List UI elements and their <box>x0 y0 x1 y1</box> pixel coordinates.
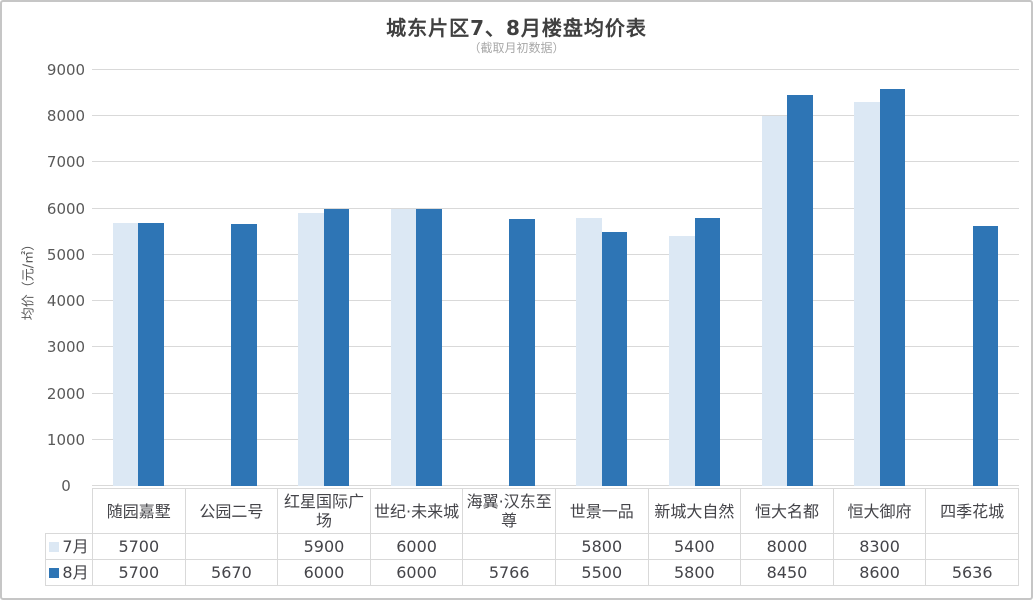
data-table: 随园嘉墅 公园二号 红星国际广场 世纪·未来城 海翼·汉东至尊 世景一品 新城大自然 恒大名都… <box>45 488 1019 586</box>
bar-august-7 <box>787 95 813 486</box>
gridline <box>92 485 1019 486</box>
y-tick-label: 1000 <box>46 430 86 449</box>
table-row-august: 8月 5700 5670 6000 6000 5766 5500 5800 8450 8600 56… <box>45 559 1019 586</box>
bar-august-5 <box>601 231 628 486</box>
gridline <box>92 300 1019 302</box>
bar-august-8 <box>879 88 906 486</box>
cell-july-4 <box>462 533 556 560</box>
table-body: 7月 5700 5900 6000 5800 5400 8000 8300 8月 5700 5670… <box>45 533 1019 586</box>
y-tick-label: 9000 <box>46 61 86 79</box>
legend-swatch-august <box>49 567 60 578</box>
cell-july-3: 6000 <box>369 533 464 560</box>
table-row-july: 7月 5700 5900 6000 5800 5400 8000 8300 <box>45 533 1019 560</box>
category-header-0: 随园嘉墅 <box>92 488 186 534</box>
cell-august-2: 6000 <box>277 559 371 586</box>
table-header-row: 随园嘉墅 公园二号 红星国际广场 世纪·未来城 海翼·汉东至尊 世景一品 新城大自然 恒大名都… <box>46 488 1019 534</box>
category-header-1: 公园二号 <box>184 488 279 534</box>
category-header-2: 红星国际广场 <box>277 488 371 534</box>
gridline <box>92 115 1019 117</box>
legend-swatch-july <box>49 541 60 552</box>
bar-august-6 <box>694 217 721 486</box>
category-header-7: 恒大名都 <box>740 488 834 534</box>
category-header-4: 海翼·汉东至尊 <box>462 488 556 534</box>
bar-july-3 <box>390 208 417 486</box>
y-tick-label: 0 <box>61 477 71 495</box>
series-label-august: 8月 <box>45 559 93 586</box>
y-axis-tick-labels: 0 1000 2000 3000 4000 5000 6000 7000 8000 9000 <box>40 61 92 495</box>
cell-august-6: 5800 <box>647 559 742 586</box>
cell-july-9 <box>925 533 1019 560</box>
table-header: 随园嘉墅 公园二号 红星国际广场 世纪·未来城 海翼·汉东至尊 世景一品 新城大自然 恒大名都… <box>46 488 1019 534</box>
cell-july-2: 5900 <box>277 533 371 560</box>
cell-august-4: 5766 <box>462 559 556 586</box>
cell-august-1: 5670 <box>184 559 279 586</box>
cell-july-0: 5700 <box>92 533 186 560</box>
bar-july-7 <box>761 116 788 486</box>
category-header-3: 世纪·未来城 <box>369 488 464 534</box>
bar-july-6 <box>669 236 695 486</box>
gridline <box>92 161 1019 163</box>
bar-august-9 <box>972 225 999 486</box>
gridline <box>92 392 1019 394</box>
y-tick-label: 4000 <box>46 292 86 311</box>
bar-august-2 <box>323 208 350 486</box>
y-axis-title: 均价（元/㎡） <box>21 237 37 321</box>
y-tick-label: 5000 <box>46 245 86 264</box>
gridline <box>92 207 1019 209</box>
bar-august-1 <box>231 223 257 486</box>
cell-august-9: 5636 <box>925 559 1019 586</box>
category-header-6: 新城大自然 <box>647 488 742 534</box>
cell-july-5: 5800 <box>554 533 649 560</box>
chart-subtitle: （截取月初数据） <box>468 41 565 55</box>
gridline <box>92 253 1019 255</box>
gridline <box>92 69 1019 70</box>
cell-july-1 <box>184 533 279 560</box>
cell-august-7: 8450 <box>740 559 834 586</box>
cell-july-7: 8000 <box>740 533 834 560</box>
y-tick-label: 2000 <box>46 384 86 403</box>
gridline <box>92 346 1019 348</box>
bar-july-0 <box>112 222 139 486</box>
cell-august-8: 8600 <box>832 559 927 586</box>
bar-august-4 <box>509 219 535 486</box>
plot-area <box>92 69 1019 486</box>
category-header-5: 世景一品 <box>554 488 649 534</box>
bar-july-5 <box>576 217 602 486</box>
bar-july-8 <box>854 102 880 486</box>
cell-august-0: 5700 <box>92 559 186 586</box>
series-label-july: 7月 <box>45 533 93 560</box>
chart-title: 城东片区7、8月楼盘均价表 <box>386 16 647 40</box>
cell-august-3: 6000 <box>369 559 464 586</box>
category-header-9: 四季花城 <box>925 488 1019 534</box>
y-tick-label: 6000 <box>46 199 86 218</box>
table-corner-cell <box>46 489 93 534</box>
y-tick-label: 8000 <box>46 107 86 126</box>
bar-july-2 <box>298 213 324 486</box>
bar-august-3 <box>416 208 442 486</box>
cell-august-5: 5500 <box>554 559 649 586</box>
y-tick-label: 3000 <box>46 338 86 357</box>
y-tick-label: 7000 <box>46 153 86 172</box>
cell-july-6: 5400 <box>647 533 742 560</box>
bar-august-0 <box>138 222 164 486</box>
cell-july-8: 8300 <box>832 533 927 560</box>
gridline <box>92 438 1019 440</box>
category-header-8: 恒大御府 <box>832 488 927 534</box>
